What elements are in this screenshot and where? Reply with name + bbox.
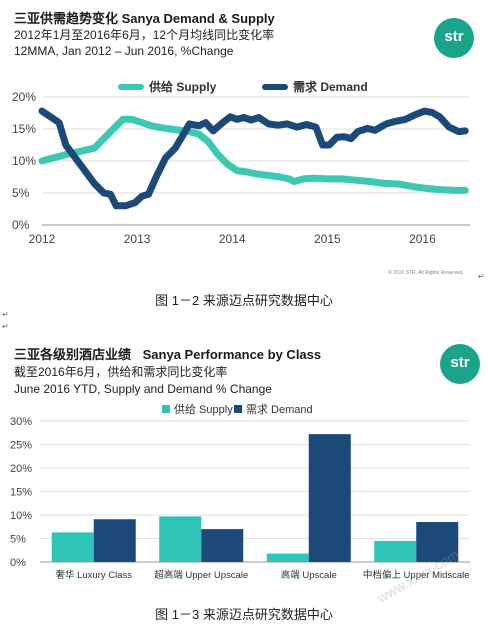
y-tick-label: 10% [12, 154, 36, 168]
chart1-title: 三亚供需趋势变化 Sanya Demand & Supply [14, 11, 275, 26]
x-category-label: 奢华 Luxury Class [55, 569, 132, 581]
legend-supply-label: 供给 Supply [174, 404, 233, 416]
x-tick-label: 2012 [29, 232, 56, 246]
legend-demand-label: 需求 Demand [293, 80, 368, 94]
x-category-label: 超高端 Upper Upscale [154, 569, 248, 581]
y-tick-label: 5% [10, 534, 26, 546]
legend-demand: 需求 Demand [262, 78, 368, 95]
line-chart: 0% 5% 10% 15% 20% 2012 2013 2014 2015 2016 [12, 90, 470, 246]
chart2-subtitle-en: June 2016 YTD, Supply and Demand % Chang… [14, 382, 272, 396]
supply-bar [51, 532, 94, 562]
y-tick-label: 20% [10, 463, 32, 475]
supply-bar [266, 553, 309, 562]
y-tick-label: 0% [10, 557, 26, 569]
y-tick-label: 0% [12, 218, 30, 232]
legend-supply-swatch [118, 83, 144, 90]
y-tick-label: 15% [12, 122, 36, 136]
legend-demand-swatch [262, 83, 288, 90]
x-category-label: 中档偏上 Upper Midscale [363, 569, 470, 581]
chart1-subtitle-cn: 2012年1月至2016年6月，12个月均线同比变化率 [14, 28, 275, 42]
legend-demand-swatch [234, 405, 242, 413]
chart2-subtitle-cn: 截至2016年6月，供给和需求同比变化率 [14, 365, 228, 379]
y-tick-label: 5% [12, 186, 30, 200]
x-tick-label: 2016 [409, 232, 436, 246]
chart1-caption: 图 1－2 来源迈点研究数据中心 [155, 293, 333, 308]
chart1-subtitle-en: 12MMA, Jan 2012 – Jun 2016, %Change [14, 44, 234, 58]
y-tick-label: 20% [12, 90, 36, 104]
y-tick-label: 10% [10, 510, 32, 522]
supply-series-line [38, 115, 469, 194]
supply-bar [374, 540, 417, 562]
legend-supply: 供给 Supply [118, 78, 216, 95]
copyright-note: © 2016 STR. All Rights Reserved. [388, 270, 464, 276]
demand-bar [416, 522, 459, 562]
legend-demand-label: 需求 Demand [246, 404, 313, 416]
demand-series-line [38, 107, 469, 210]
paragraph-mark: ↵ [2, 322, 9, 331]
legend-supply-label: 供给 Supply [149, 80, 217, 94]
demand-bar [93, 519, 136, 562]
supply-bar [159, 516, 202, 562]
legend-demand: 需求 Demand [234, 401, 313, 417]
x-category-label: 高端 Upscale [281, 569, 337, 581]
y-tick-label: 30% [10, 416, 32, 428]
bar-chart: 0% 5% 10% 15% 20% 25% 30% 奢华 Luxury Class 超高端 Up… [10, 416, 470, 581]
x-tick-label: 2013 [124, 232, 151, 246]
demand-bar [308, 434, 351, 562]
paragraph-mark: ↵ [2, 310, 9, 319]
x-tick-label: 2015 [314, 232, 341, 246]
chart2-title-en: Sanya Performance by Class [142, 347, 322, 362]
chart2-title-cn: 三亚各级别酒店业绩 [14, 347, 132, 362]
y-tick-label: 15% [10, 487, 32, 499]
legend-supply-swatch [162, 405, 170, 413]
y-tick-label: 25% [10, 440, 32, 452]
x-tick-label: 2014 [219, 232, 246, 246]
demand-supply-chart-panel: 三亚供需趋势变化 Sanya Demand & Supply 2012年1月至2… [0, 0, 488, 283]
chart2-title: 三亚各级别酒店业绩 Sanya Performance by Class [14, 344, 321, 363]
performance-by-class-panel: 三亚各级别酒店业绩 Sanya Performance by Class 截至2… [0, 338, 488, 606]
str-logo: str [440, 344, 480, 384]
legend-supply: 供给 Supply [162, 401, 233, 417]
chart2-caption: 图 1－3 来源迈点研究数据中心 [155, 607, 333, 622]
str-logo: str [434, 18, 474, 58]
demand-bar [201, 529, 244, 562]
paragraph-mark: ↵ [478, 272, 485, 281]
